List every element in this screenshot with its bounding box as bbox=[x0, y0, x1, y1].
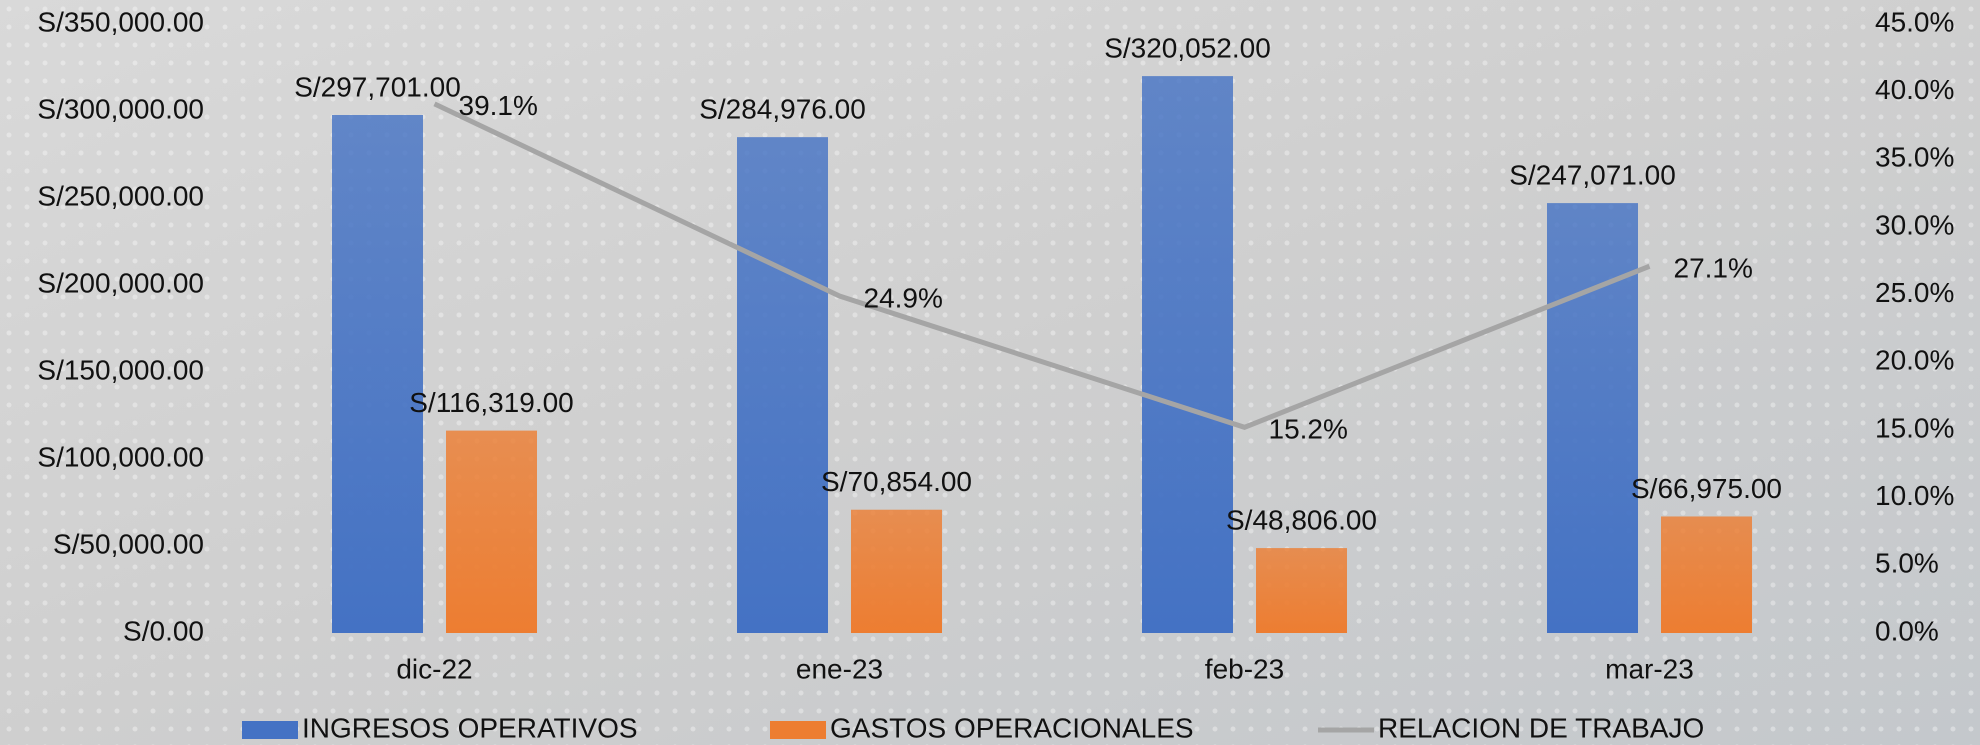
x-tick-label: ene-23 bbox=[796, 653, 883, 684]
legend-label: GASTOS OPERACIONALES bbox=[830, 712, 1194, 743]
y2-tick-label: 10.0% bbox=[1875, 480, 1954, 511]
y-tick-label: S/150,000.00 bbox=[37, 354, 204, 385]
y2-tick-label: 5.0% bbox=[1875, 548, 1939, 579]
data-label: S/70,854.00 bbox=[821, 466, 972, 497]
background-pattern bbox=[0, 0, 1980, 745]
y-tick-label: S/300,000.00 bbox=[37, 93, 204, 124]
y-tick-label: S/200,000.00 bbox=[37, 267, 204, 298]
data-label: S/66,975.00 bbox=[1631, 473, 1782, 504]
bar bbox=[446, 431, 537, 633]
data-label: 39.1% bbox=[459, 90, 538, 121]
y-tick-label: S/50,000.00 bbox=[53, 528, 204, 559]
y2-tick-label: 45.0% bbox=[1875, 6, 1954, 37]
y-tick-label: S/0.00 bbox=[123, 615, 204, 646]
data-label: S/284,976.00 bbox=[699, 94, 866, 125]
legend-label: RELACION DE TRABAJO bbox=[1378, 712, 1704, 743]
y-tick-label: S/100,000.00 bbox=[37, 441, 204, 472]
bar bbox=[851, 510, 942, 633]
y2-tick-label: 25.0% bbox=[1875, 277, 1954, 308]
bar bbox=[332, 115, 423, 633]
y2-tick-label: 20.0% bbox=[1875, 345, 1954, 376]
y-tick-label: S/350,000.00 bbox=[37, 6, 204, 37]
y2-tick-label: 30.0% bbox=[1875, 209, 1954, 240]
data-label: S/320,052.00 bbox=[1104, 33, 1271, 64]
data-label: 24.9% bbox=[864, 282, 943, 313]
y2-tick-label: 35.0% bbox=[1875, 142, 1954, 173]
y2-tick-label: 0.0% bbox=[1875, 615, 1939, 646]
data-label: S/247,071.00 bbox=[1509, 159, 1676, 190]
chart: S/0.00 S/50,000.00 S/100,000.00 S/150,000.0… bbox=[0, 0, 1980, 745]
data-label: S/297,701.00 bbox=[294, 71, 461, 102]
x-tick-label: mar-23 bbox=[1605, 653, 1694, 684]
x-tick-label: dic-22 bbox=[396, 653, 472, 684]
data-label: S/116,319.00 bbox=[409, 387, 574, 418]
bar bbox=[737, 137, 828, 633]
bar bbox=[1256, 548, 1347, 633]
bar bbox=[1547, 203, 1638, 633]
bar bbox=[1142, 76, 1233, 633]
data-label: 15.2% bbox=[1269, 414, 1348, 445]
legend-swatch bbox=[770, 721, 826, 739]
y-tick-label: S/250,000.00 bbox=[37, 180, 204, 211]
x-tick-label: feb-23 bbox=[1205, 653, 1284, 684]
data-label: 27.1% bbox=[1674, 253, 1753, 284]
bar bbox=[1661, 516, 1752, 633]
legend-label: INGRESOS OPERATIVOS bbox=[302, 712, 638, 743]
data-label: S/48,806.00 bbox=[1226, 504, 1377, 535]
y2-tick-label: 15.0% bbox=[1875, 412, 1954, 443]
legend-swatch bbox=[242, 721, 298, 739]
y2-tick-label: 40.0% bbox=[1875, 74, 1954, 105]
page: {"chart_data": {"type": "bar", "categori… bbox=[0, 0, 1980, 745]
